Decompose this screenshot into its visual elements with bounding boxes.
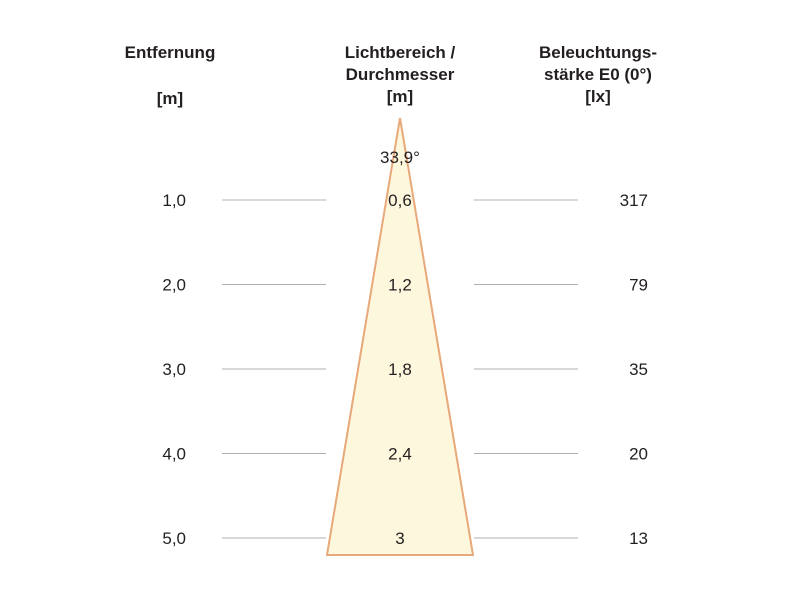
- illuminance-value: 13: [629, 529, 648, 548]
- beam-header: Lichtbereich / Durchmesser [m]: [310, 42, 490, 108]
- diameter-value: 0,6: [388, 191, 412, 210]
- distance-value: 3,0: [162, 360, 186, 379]
- distance-value: 1,0: [162, 191, 186, 210]
- diameter-value: 1,8: [388, 360, 412, 379]
- illuminance-header-unit: [lx]: [585, 87, 611, 106]
- illuminance-value: 35: [629, 360, 648, 379]
- light-cone: [325, 117, 475, 556]
- value-rows: 1,0 0,6 317 2,0 1,2 79 3,0 1,8 35 4,0 2,4 20 5,0 3 13: [162, 191, 648, 548]
- beam-header-line2: Durchmesser: [345, 65, 455, 84]
- distance-header: Entfernung [m]: [100, 42, 240, 110]
- distance-value: 2,0: [162, 276, 186, 295]
- beam-angle-label: 33,9°: [380, 148, 420, 167]
- distance-header-unit: [m]: [156, 89, 184, 108]
- diameter-value: 2,4: [388, 445, 412, 464]
- illuminance-header-line2: stärke E0 (0°): [544, 65, 652, 84]
- beam-header-line1: Lichtbereich /: [344, 43, 456, 62]
- diameter-value: 3: [395, 529, 404, 548]
- distance-value: 5,0: [162, 529, 186, 548]
- illuminance-value: 317: [620, 191, 648, 210]
- illuminance-header-line1: Beleuchtungs-: [538, 43, 658, 62]
- distance-header-label: Entfernung: [124, 43, 216, 62]
- illuminance-value: 79: [629, 276, 648, 295]
- beam-header-unit: [m]: [386, 87, 414, 106]
- diameter-value: 1,2: [388, 276, 412, 295]
- distance-value: 4,0: [162, 445, 186, 464]
- illuminance-value: 20: [629, 445, 648, 464]
- illuminance-header: Beleuchtungs- stärke E0 (0°) [lx]: [528, 42, 668, 108]
